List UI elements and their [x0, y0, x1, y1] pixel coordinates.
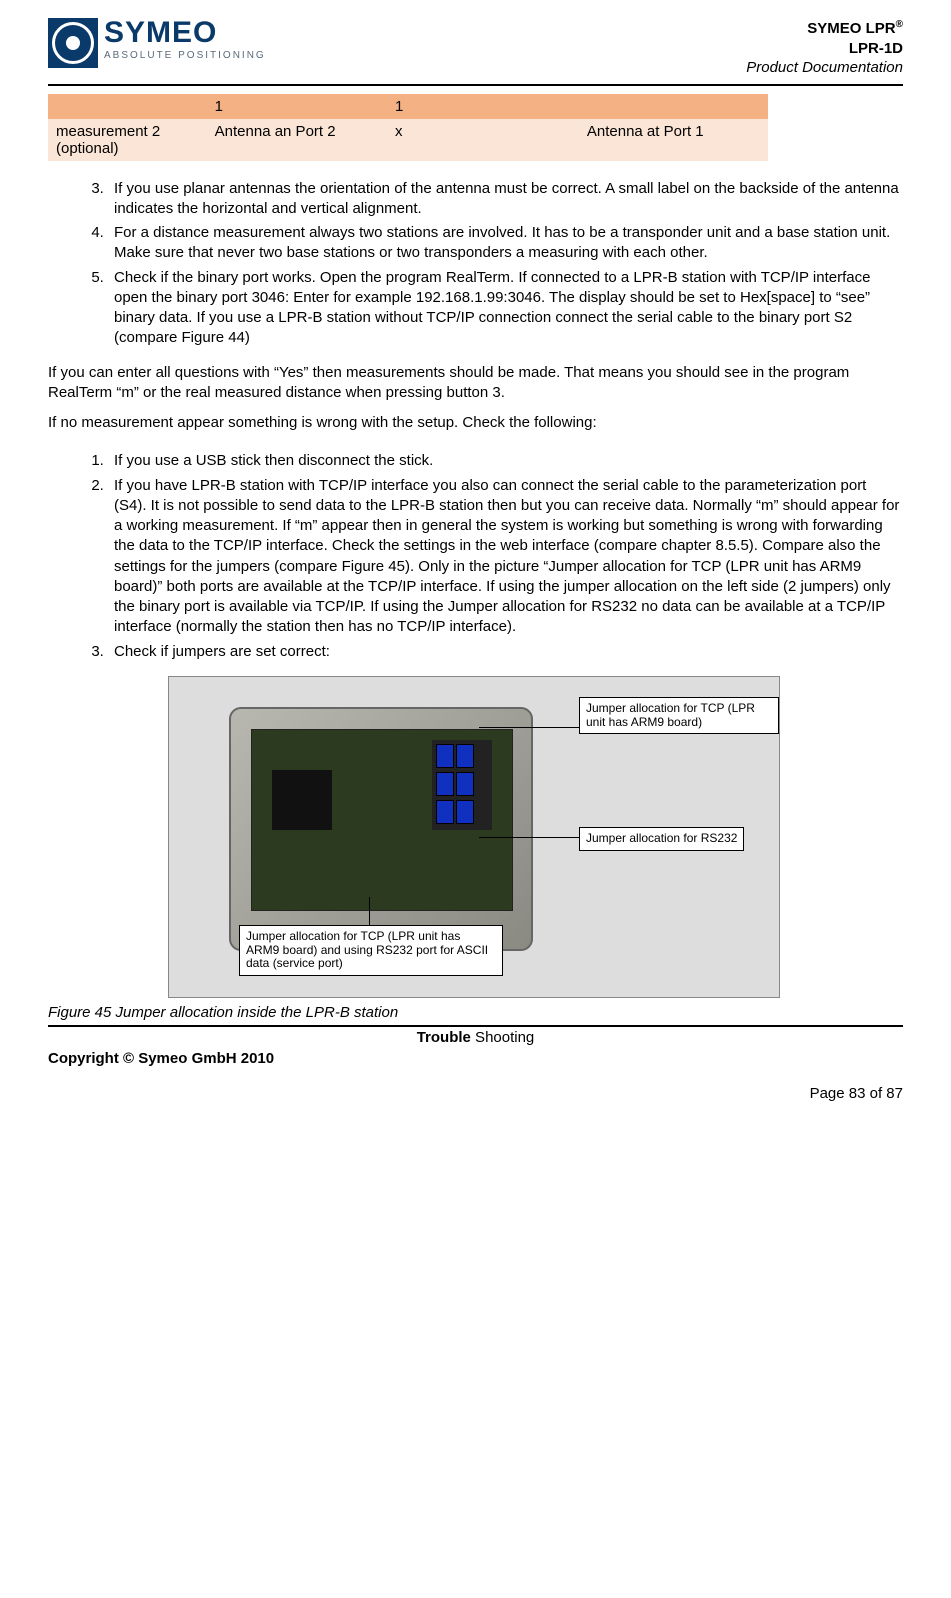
doc-type: Product Documentation [746, 58, 903, 78]
antenna-table: 1 1 measurement 2 (optional) Antenna an … [48, 94, 768, 161]
logo-block: SYMEO ABSOLUTE POSITIONING [48, 18, 266, 68]
list-item: If you use planar antennas the orientati… [108, 179, 903, 220]
page-number: Page 83 of 87 [48, 1085, 903, 1102]
section-name-light: Shooting [471, 1029, 534, 1046]
cell: Antenna at Port 1 [579, 119, 768, 161]
figure-jumper-allocation: Jumper allocation for TCP (LPR unit has … [168, 676, 780, 998]
table-row: 1 1 [48, 94, 768, 119]
chip-icon [272, 770, 332, 830]
cell: x [387, 119, 579, 161]
cell: Antenna an Port 2 [207, 119, 387, 161]
paragraph: If you can enter all questions with “Yes… [48, 363, 903, 404]
list-item: If you have LPR-B station with TCP/IP in… [108, 476, 903, 638]
callout-label: Jumper allocation for TCP (LPR unit has … [579, 697, 779, 735]
callout-label: Jumper allocation for RS232 [579, 827, 744, 851]
jumper-block [432, 740, 492, 830]
list-item: Check if jumpers are set correct: [108, 642, 903, 662]
cell: 1 [387, 94, 579, 119]
header-right: SYMEO LPR® LPR-1D Product Documentation [746, 18, 903, 78]
copyright: Copyright © Symeo GmbH 2010 [48, 1050, 274, 1067]
pcb [251, 729, 513, 911]
product-family: SYMEO LPR [807, 20, 895, 37]
numbered-list-b: If you use a USB stick then disconnect t… [48, 451, 903, 662]
logo-icon [48, 18, 98, 68]
numbered-list-a: If you use planar antennas the orientati… [48, 179, 903, 349]
section-name-bold: Trouble [417, 1029, 471, 1046]
product-model: LPR-1D [746, 39, 903, 59]
callout-label: Jumper allocation for TCP (LPR unit has … [239, 925, 503, 976]
registered-mark: ® [896, 19, 903, 30]
cell: 1 [207, 94, 387, 119]
cell [579, 94, 768, 119]
brand-sub: ABSOLUTE POSITIONING [104, 50, 266, 61]
cell: measurement 2 (optional) [48, 119, 207, 161]
page-header: SYMEO ABSOLUTE POSITIONING SYMEO LPR® LP… [48, 18, 903, 86]
device-enclosure [229, 707, 533, 951]
figure-caption: Figure 45 Jumper allocation inside the L… [48, 1004, 903, 1027]
brand-main: SYMEO [104, 18, 266, 48]
paragraph: If no measurement appear something is wr… [48, 413, 903, 433]
list-item: Check if the binary port works. Open the… [108, 268, 903, 349]
section-footer: Trouble Shooting [48, 1029, 903, 1046]
list-item: If you use a USB stick then disconnect t… [108, 451, 903, 471]
cell [48, 94, 207, 119]
table-row: measurement 2 (optional) Antenna an Port… [48, 119, 768, 161]
list-item: For a distance measurement always two st… [108, 223, 903, 264]
